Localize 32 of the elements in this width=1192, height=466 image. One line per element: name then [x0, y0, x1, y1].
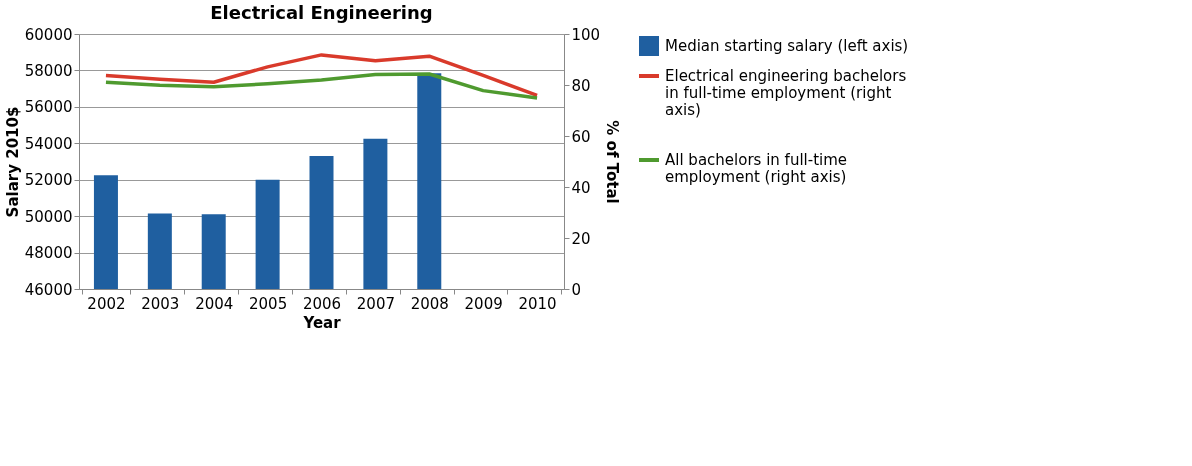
x-tick-label: 2003	[141, 294, 180, 313]
x-tick-label: 2005	[249, 294, 288, 313]
y-tick-label: 46000	[24, 280, 73, 299]
y2-tick-label: 60	[571, 127, 591, 146]
y2-axis-title: % of Total	[603, 120, 622, 204]
y2-tick-label: 40	[571, 178, 591, 197]
y-tick-label: 52000	[24, 171, 73, 190]
y-tick-label: 54000	[24, 134, 73, 153]
x-tick-label: 2008	[410, 294, 449, 313]
line-series	[104, 72, 539, 100]
legend-label: Electrical engineering bachelors in full-time employment (right axis)	[665, 67, 907, 119]
x-tick-label: 2002	[87, 294, 126, 313]
y2-tick-label: 20	[571, 229, 591, 248]
y-tick-label: 60000	[24, 25, 73, 44]
y2-tick-label: 80	[571, 76, 591, 95]
y-axis-title: Salary 2010$	[3, 106, 22, 218]
x-tick-label: 2007	[356, 294, 395, 313]
y-tick-label: 56000	[24, 98, 73, 117]
x-tick-label: 2006	[302, 294, 342, 313]
legend-label: All bachelors in full-time employment (right axis)	[665, 151, 848, 186]
y-tick-label: 50000	[24, 207, 73, 226]
y-tick-label: 58000	[24, 61, 73, 80]
x-axis-title: Year	[302, 313, 342, 332]
line-series	[104, 53, 539, 98]
y-tick-label: 48000	[24, 244, 73, 263]
chart-title: Electrical Engineering	[210, 2, 433, 23]
x-tick-label: 2009	[464, 294, 503, 313]
x-tick-label: 2010	[518, 294, 557, 313]
x-tick-label: 2004	[195, 294, 234, 313]
y2-tick-label: 0	[571, 280, 582, 299]
y2-tick-label: 100	[571, 25, 601, 44]
legend-label: Median starting salary (left axis)	[665, 37, 909, 55]
